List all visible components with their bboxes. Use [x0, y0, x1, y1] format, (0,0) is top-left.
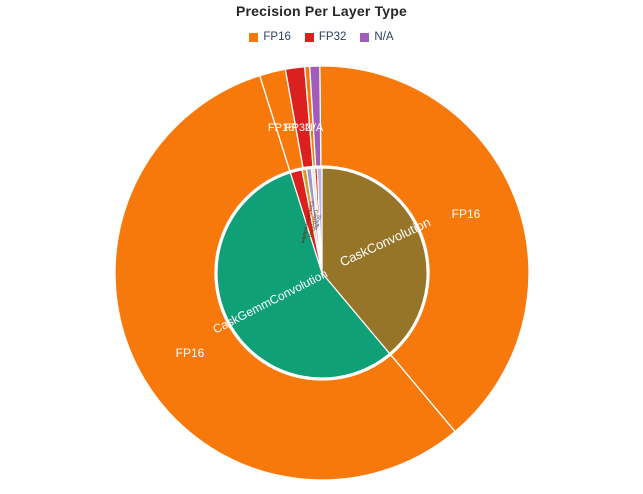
legend-label-fp16: FP16 [263, 31, 291, 43]
inner-slice-CaskGemmConvolution[interactable] [216, 172, 391, 379]
legend-item-fp32[interactable]: FP32 [304, 31, 347, 43]
outer-slice-FP16[interactable] [114, 74, 456, 481]
chart-title: Precision Per Layer Type [235, 3, 408, 19]
slice-label: FP32 [285, 122, 311, 134]
slice-label: N/A [305, 122, 324, 134]
inner-slice-CaskConvolution[interactable] [321, 167, 428, 355]
legend-label-na: N/A [374, 31, 394, 43]
legend: FP16 FP32 N/A [0, 31, 643, 43]
outer-slice-FP16[interactable] [319, 65, 530, 433]
legend-label-fp32: FP32 [318, 31, 347, 43]
slice-label: FP16 [268, 122, 294, 134]
slice-label: FP16 [176, 346, 205, 360]
legend-item-fp16[interactable]: FP16 [249, 31, 291, 43]
inner-slice-slice-lavender-small[interactable] [316, 167, 323, 274]
legend-swatch-na-icon [360, 32, 370, 42]
outer-slice-N-A[interactable] [309, 65, 322, 167]
slice-label: Shuffle [312, 214, 321, 231]
legend-swatch-fp32-icon [304, 32, 314, 42]
legend-item-na[interactable]: N/A [360, 31, 394, 43]
legend-swatch-fp16-icon [249, 32, 259, 42]
slice-label: FP16 [452, 207, 481, 221]
